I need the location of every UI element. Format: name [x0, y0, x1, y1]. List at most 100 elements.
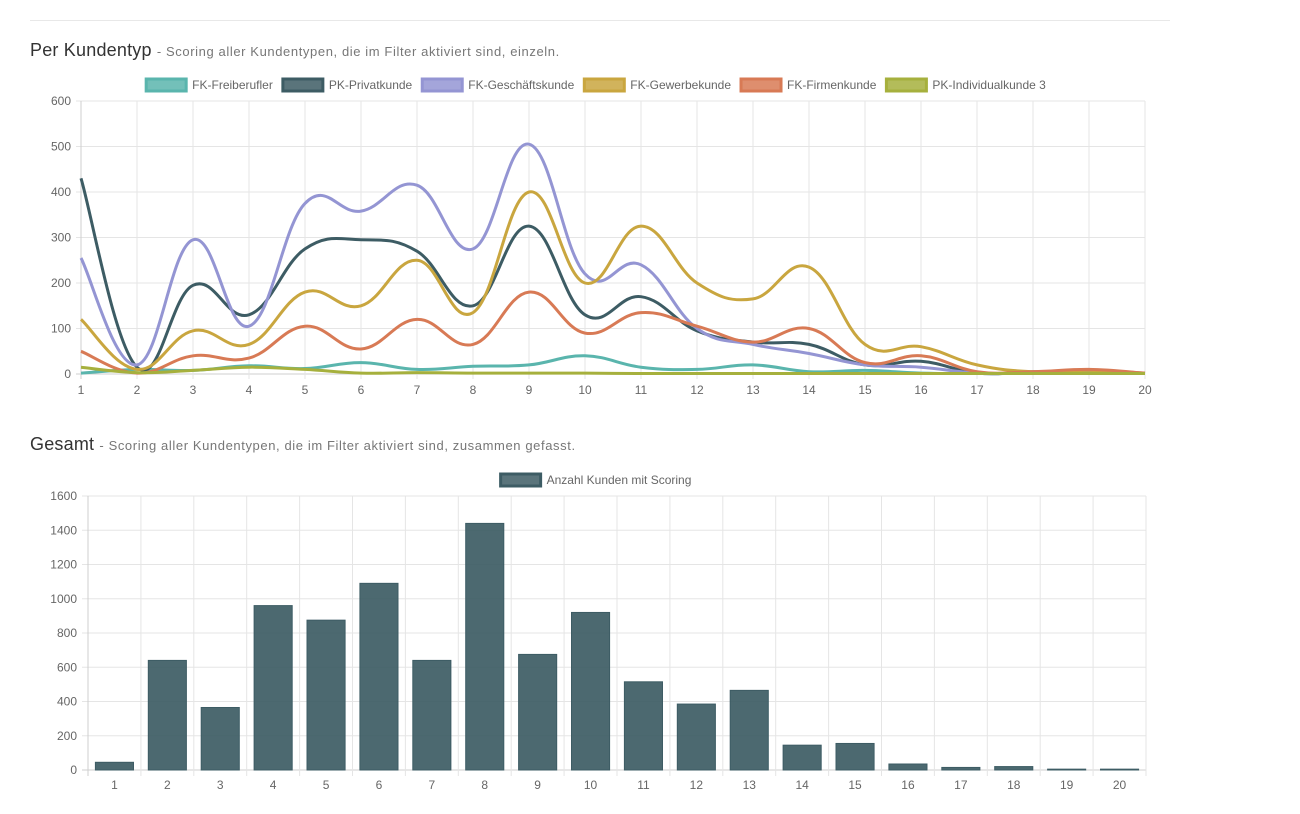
x-tick-label: 16 — [914, 383, 928, 397]
data-point — [751, 363, 755, 367]
bar — [147, 659, 187, 771]
series-line — [79, 290, 1146, 375]
x-tick-label: 15 — [858, 383, 872, 397]
bar — [888, 763, 928, 771]
data-point — [415, 371, 419, 375]
top-divider — [30, 20, 1170, 21]
x-tick-label: 18 — [1026, 383, 1040, 397]
data-point — [247, 356, 251, 360]
data-point — [79, 176, 83, 180]
data-point — [303, 324, 307, 328]
data-point — [863, 342, 867, 346]
data-point — [751, 340, 755, 344]
data-point — [695, 372, 699, 376]
data-point — [695, 281, 699, 285]
data-point — [527, 290, 531, 294]
data-point — [247, 313, 251, 317]
x-tick-label: 10 — [584, 778, 598, 792]
data-point — [695, 367, 699, 371]
x-tick-label: 12 — [690, 383, 704, 397]
data-point — [1031, 372, 1035, 376]
data-point — [527, 224, 531, 228]
data-point — [807, 352, 811, 356]
data-point — [583, 272, 587, 276]
data-point — [583, 371, 587, 375]
data-point — [863, 361, 867, 365]
line-chart-legend: FK-Freiberufler PK-Privatkunde FK-Geschäft… — [144, 77, 1046, 93]
data-point — [415, 258, 419, 262]
data-point — [79, 371, 83, 375]
data-point — [247, 342, 251, 346]
data-point — [359, 347, 363, 351]
bar — [465, 522, 505, 771]
data-point — [863, 372, 867, 376]
data-point — [527, 190, 531, 194]
bar — [359, 582, 399, 771]
y-tick-label: 1000 — [50, 592, 77, 606]
x-tick-label: 14 — [795, 778, 809, 792]
data-point — [751, 372, 755, 376]
data-point — [135, 363, 139, 367]
bar — [94, 761, 134, 771]
data-point — [639, 295, 643, 299]
y-tick-label: 400 — [57, 695, 77, 709]
data-point — [695, 324, 699, 328]
bar — [518, 653, 558, 771]
line-chart-legend-swatch — [420, 77, 464, 93]
x-tick-label: 3 — [190, 383, 197, 397]
line-chart-legend-label: FK-Firmenkunde — [787, 78, 877, 92]
x-tick-label: 12 — [690, 778, 704, 792]
bar — [676, 703, 716, 771]
data-point — [303, 201, 307, 205]
x-tick-label: 9 — [534, 778, 541, 792]
series-path — [79, 190, 1146, 375]
line-chart-legend-swatch — [582, 77, 626, 93]
line-chart-legend-label: FK-Gewerbekunde — [630, 78, 731, 92]
x-tick-label: 1 — [78, 383, 85, 397]
bar — [729, 689, 769, 771]
bar — [571, 611, 611, 771]
per-kundentyp-subtitle: - Scoring aller Kundentypen, die im Filt… — [156, 44, 560, 59]
data-point — [79, 317, 83, 321]
section-title-gesamt: Gesamt - Scoring aller Kundentypen, die … — [30, 434, 576, 455]
data-point — [1087, 367, 1091, 371]
x-tick-label: 6 — [358, 383, 365, 397]
y-tick-label: 1200 — [50, 558, 77, 572]
bar — [200, 706, 240, 771]
data-point — [919, 365, 923, 369]
data-point — [415, 183, 419, 187]
data-point — [975, 363, 979, 367]
data-point — [639, 311, 643, 315]
series-line — [79, 176, 1146, 376]
line-chart-legend-swatch — [884, 77, 928, 93]
x-tick-label: 8 — [470, 383, 477, 397]
data-point — [471, 311, 475, 315]
data-point — [191, 368, 195, 372]
data-point — [527, 371, 531, 375]
x-tick-label: 7 — [414, 383, 421, 397]
line-chart-legend-label: FK-Geschäftskunde — [468, 78, 574, 92]
x-tick-label: 8 — [481, 778, 488, 792]
data-point — [527, 142, 531, 146]
data-point — [79, 349, 83, 353]
x-tick-label: 18 — [1007, 778, 1021, 792]
x-tick-label: 5 — [323, 778, 330, 792]
y-tick-label: 0 — [64, 367, 71, 381]
y-tick-label: 800 — [57, 626, 77, 640]
data-point — [303, 367, 307, 371]
data-point — [359, 361, 363, 365]
data-point — [79, 365, 83, 369]
series-path — [79, 142, 1145, 376]
data-point — [583, 331, 587, 335]
data-point — [807, 342, 811, 346]
data-point — [1087, 372, 1091, 376]
x-tick-label: 19 — [1082, 383, 1096, 397]
line-chart-legend-label: PK-Privatkunde — [329, 78, 413, 92]
line-chart-legend-swatch — [739, 77, 783, 93]
data-point — [359, 371, 363, 375]
series-line — [79, 190, 1146, 375]
line-chart-legend-swatch — [281, 77, 325, 93]
x-tick-label: 6 — [376, 778, 383, 792]
series-line — [79, 365, 1145, 376]
